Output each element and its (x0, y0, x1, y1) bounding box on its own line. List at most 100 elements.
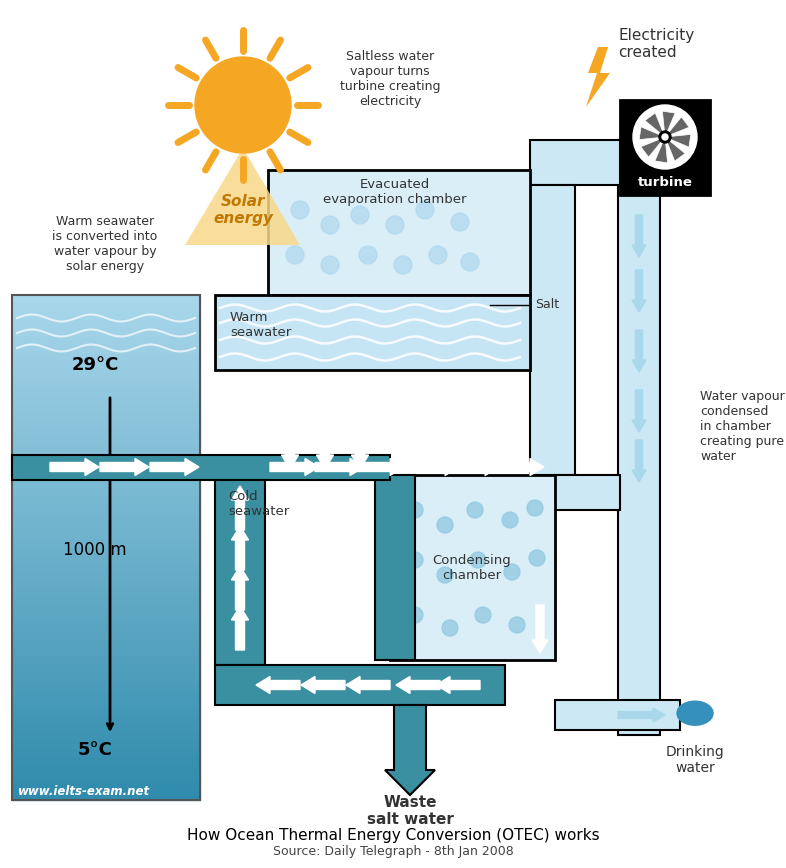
Bar (12, 388, 200, 396)
Text: Evacuated
evaporation chamber: Evacuated evaporation chamber (323, 178, 467, 206)
Bar (12, 716, 200, 724)
Text: www.ielts-exam.net: www.ielts-exam.net (18, 785, 150, 798)
Bar (12, 682, 200, 691)
Bar (12, 455, 390, 480)
Bar (620, 100, 710, 195)
Bar (12, 766, 200, 775)
Text: Source: Daily Telegraph - 8th Jan 2008: Source: Daily Telegraph - 8th Jan 2008 (273, 845, 513, 858)
Bar (12, 471, 200, 480)
FancyArrow shape (632, 330, 646, 372)
Text: Cold
seawater: Cold seawater (228, 490, 289, 518)
Bar (268, 170, 530, 295)
Text: Drinking
water: Drinking water (666, 745, 725, 775)
FancyArrow shape (632, 270, 646, 312)
FancyArrow shape (301, 676, 345, 694)
Circle shape (286, 246, 304, 264)
FancyArrow shape (372, 375, 388, 424)
Bar (12, 480, 200, 489)
Circle shape (291, 201, 309, 219)
Circle shape (451, 213, 469, 231)
FancyArrow shape (315, 458, 364, 476)
Bar (12, 666, 200, 674)
Bar (12, 514, 200, 523)
Text: Electricity
created: Electricity created (618, 28, 694, 61)
Polygon shape (639, 127, 665, 140)
Bar (375, 475, 415, 660)
FancyArrow shape (232, 566, 248, 610)
Bar (12, 792, 200, 800)
Circle shape (504, 564, 520, 580)
Circle shape (416, 201, 434, 219)
Bar (12, 430, 200, 438)
FancyArrow shape (332, 375, 348, 424)
Bar (215, 295, 530, 370)
Circle shape (407, 552, 423, 568)
FancyArrow shape (455, 458, 499, 476)
Bar (12, 699, 200, 707)
Bar (12, 724, 200, 733)
FancyArrow shape (618, 708, 665, 722)
Circle shape (394, 256, 412, 274)
Text: Condensing
chamber: Condensing chamber (432, 554, 512, 582)
Bar (12, 312, 200, 320)
Bar (618, 140, 660, 735)
FancyArrow shape (150, 458, 199, 476)
Polygon shape (645, 113, 665, 137)
Bar (12, 707, 200, 716)
FancyArrow shape (270, 458, 319, 476)
Circle shape (386, 216, 404, 234)
FancyArrow shape (415, 458, 459, 476)
Bar (555, 475, 620, 510)
Bar (12, 758, 200, 766)
Text: Waste
salt water: Waste salt water (366, 795, 454, 827)
Circle shape (470, 552, 486, 568)
Bar (12, 295, 200, 800)
Text: Warm
seawater: Warm seawater (230, 311, 292, 339)
Circle shape (437, 517, 453, 533)
Bar (12, 691, 200, 699)
Bar (12, 598, 200, 607)
Polygon shape (185, 148, 300, 245)
Circle shape (662, 134, 668, 140)
Bar (12, 362, 200, 371)
Circle shape (461, 253, 479, 271)
Bar (12, 497, 200, 505)
FancyArrow shape (385, 705, 435, 795)
Bar (390, 475, 555, 660)
Bar (12, 329, 200, 337)
Text: Saltless water
vapour turns
turbine creating
electricity: Saltless water vapour turns turbine crea… (340, 50, 440, 108)
Circle shape (437, 567, 453, 583)
Bar (12, 548, 200, 556)
Bar (12, 556, 200, 564)
FancyArrow shape (317, 420, 333, 469)
Text: 29°C: 29°C (72, 356, 119, 374)
Bar (12, 320, 200, 329)
Circle shape (659, 131, 671, 143)
Bar (12, 783, 200, 792)
Bar (12, 345, 200, 354)
FancyArrow shape (436, 676, 480, 694)
FancyArrow shape (532, 605, 548, 653)
Bar (12, 523, 200, 530)
Bar (12, 404, 200, 413)
FancyArrow shape (632, 215, 646, 257)
Circle shape (467, 502, 483, 518)
Circle shape (502, 512, 518, 528)
Bar (12, 396, 200, 404)
Circle shape (195, 57, 291, 153)
FancyArrow shape (632, 390, 646, 432)
Text: 5°C: 5°C (78, 741, 112, 759)
Bar (12, 295, 200, 304)
Polygon shape (665, 135, 691, 147)
Text: Water vapour
condensed
in chamber
creating pure
water: Water vapour condensed in chamber creati… (700, 390, 784, 463)
FancyArrow shape (632, 440, 646, 482)
Bar (12, 640, 200, 648)
Bar (12, 304, 200, 312)
Circle shape (527, 500, 543, 516)
Bar (12, 582, 200, 589)
Bar (12, 775, 200, 783)
Bar (530, 185, 575, 475)
Polygon shape (665, 117, 689, 137)
Bar (12, 749, 200, 758)
Text: Warm seawater
is converted into
water vapour by
solar energy: Warm seawater is converted into water va… (53, 215, 158, 273)
